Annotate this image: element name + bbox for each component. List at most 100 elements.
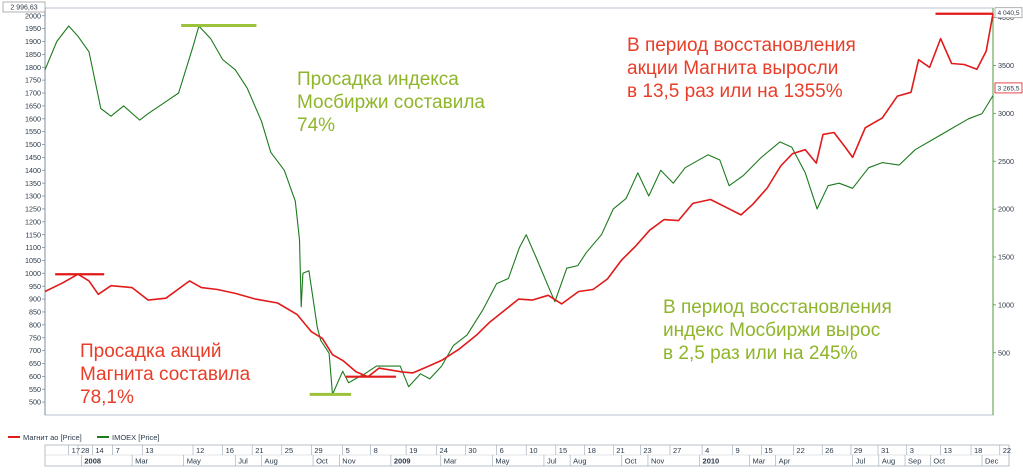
legend: Магнит ао [Price] IMOEX [Price] — [8, 433, 160, 442]
x-month-label: Jul — [856, 457, 866, 466]
right-top-label: 4 040,5 — [998, 10, 1020, 17]
annotation-text: индекс Мосбиржи вырос — [663, 320, 880, 341]
x-tick-label: 29 — [854, 446, 862, 455]
x-month-label: Sep — [908, 457, 921, 466]
x-month-label: Jul — [238, 457, 248, 466]
annotation-text: 74% — [297, 115, 335, 136]
x-month-label: Oct — [625, 457, 638, 466]
plot-frame — [44, 7, 994, 416]
annotation-text: В период восстановления — [663, 297, 892, 318]
x-tick-label: 21 — [616, 446, 624, 455]
x-axis-band — [44, 444, 1010, 467]
x-tick-label: 4 — [705, 446, 709, 455]
x-tick-label: 24 — [440, 446, 448, 455]
right-current-box — [994, 82, 1023, 94]
left-tick-label: 1750 — [25, 76, 41, 85]
left-tick-label: 1250 — [25, 205, 41, 214]
left-top-label: 2 996,63 — [10, 5, 37, 12]
x-tick-label: 13 — [944, 446, 952, 455]
annotation-text: Мосбиржи составила — [297, 92, 485, 113]
x-year-label: 2008 — [84, 457, 101, 466]
x-month-label: Apr — [779, 457, 791, 466]
x-tick-label: 29 — [314, 446, 322, 455]
annotation-text: в 2,5 раз или на 245% — [663, 343, 858, 364]
x-month-label: Nov — [651, 457, 665, 466]
annotation-text: В период восстановления — [627, 35, 856, 56]
left-tick-label: 1150 — [26, 230, 41, 239]
annotation-text: акции Магнита выросли — [627, 58, 838, 79]
x-tick-label: 14 — [95, 446, 103, 455]
x-tick-label: 31 — [881, 446, 889, 455]
right-tick-label: 3500 — [998, 61, 1014, 70]
x-tick-label: 5 — [346, 446, 350, 455]
x-tick-label: 18 — [974, 446, 982, 455]
left-axis: 500 550 600 650 700 750 800 850 900 950 1000 1050 11… — [2, 1, 46, 415]
x-tick-label: 15 — [764, 446, 772, 455]
legend-label: Магнит ао [Price] — [23, 433, 82, 442]
x-tick-label: 7 — [116, 446, 120, 455]
x-tick-label: 21 — [255, 446, 263, 455]
left-tick-label: 1050 — [25, 256, 41, 265]
x-tick-label: 10 — [529, 446, 537, 455]
x-month-label: Aug — [882, 457, 895, 466]
left-tick-label: 1100 — [26, 243, 41, 252]
left-tick-label: 1650 — [25, 101, 41, 110]
left-tick-label: 750 — [29, 333, 41, 342]
series-line — [44, 25, 994, 395]
annotation-text: 78,1% — [80, 387, 134, 408]
left-tick-label: 1450 — [25, 153, 41, 162]
x-tick-label: 6 — [500, 446, 504, 455]
left-tick-label: 850 — [29, 308, 41, 317]
left-tick-label: 1200 — [25, 217, 41, 226]
x-tick-label: 8 — [374, 446, 378, 455]
x-tick-label: 19 — [409, 446, 417, 455]
right-tick-label: 2500 — [998, 157, 1014, 166]
left-tick-label: 800 — [29, 320, 41, 329]
right-tick-label: 2000 — [998, 205, 1014, 214]
right-axis: 50010001500200025003000350040004 040,53 … — [992, 7, 1023, 415]
level-markers — [55, 12, 993, 396]
x-month-label: Aug — [264, 457, 277, 466]
x-month-label: Aug — [573, 457, 586, 466]
right-tick-label: 1000 — [998, 300, 1014, 309]
right-top-box — [994, 7, 1023, 19]
left-tick-label: 1900 — [25, 37, 41, 46]
x-month-label: Mar — [444, 457, 457, 466]
x-month-label: Dec — [985, 457, 999, 466]
x-month-label: Oct — [316, 457, 329, 466]
x-tick-label: 9 — [736, 446, 740, 455]
right-current-label: 3 265,5 — [998, 85, 1020, 92]
x-year-label: 2010 — [703, 457, 720, 466]
left-tick-label: 1600 — [25, 114, 41, 123]
series-lines — [44, 13, 994, 395]
left-tick-label: 1550 — [25, 127, 41, 136]
x-tick-label: 13 — [145, 446, 153, 455]
x-tick-label: 23 — [643, 446, 651, 455]
left-tick-label: 1400 — [25, 166, 41, 175]
plot-border — [44, 7, 994, 416]
left-tick-label: 1300 — [25, 192, 41, 201]
left-tick-label: 500 — [29, 398, 41, 407]
left-tick-label: 1850 — [25, 50, 41, 59]
annotation-text: Магнита составила — [80, 364, 251, 385]
left-tick-label: 1800 — [25, 63, 41, 72]
left-tick-label: 2000 — [25, 11, 41, 20]
left-tick-label: 1500 — [25, 140, 41, 149]
left-tick-label: 1350 — [25, 179, 41, 188]
x-tick-label: 22 — [796, 446, 804, 455]
x-tick-label: 15 — [559, 446, 567, 455]
left-tick-label: 600 — [29, 372, 41, 381]
x-tick-label: 18 — [588, 446, 596, 455]
left-tick-label: 1000 — [25, 269, 41, 278]
annotation-text: Просадка акций — [80, 341, 222, 362]
x-tick-label: 28 — [81, 446, 89, 455]
left-tick-label: 1700 — [25, 89, 41, 98]
x-month-label: May — [495, 457, 509, 466]
series-line — [44, 13, 994, 378]
x-tick-label: 26 — [825, 446, 833, 455]
x-tick-label: 16 — [226, 446, 234, 455]
right-tick-label: 500 — [998, 348, 1010, 357]
